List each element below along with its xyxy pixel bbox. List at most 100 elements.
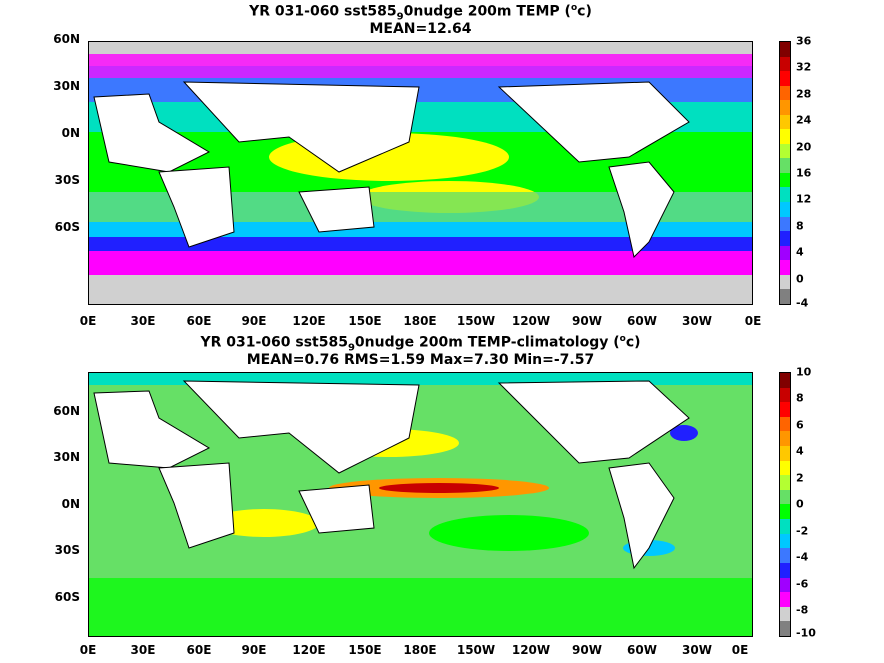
colorbar-swatch — [780, 475, 790, 490]
lon-label-bottom: 120W — [511, 643, 551, 657]
top-colorbar-label: 32 — [796, 60, 812, 74]
colorbar-swatch — [780, 431, 790, 447]
colorbar-swatch — [780, 245, 790, 261]
lon-label-top: 120W — [511, 314, 551, 328]
lon-label-bottom: 30E — [130, 643, 156, 657]
bottom-colorbar-label: -2 — [796, 524, 809, 538]
top-colorbar-label: 16 — [796, 166, 812, 180]
colorbar-swatch — [780, 504, 790, 520]
lon-label-top: 90E — [241, 314, 267, 328]
colorbar-swatch — [780, 577, 790, 593]
lat-label-0n-bottom: 0N — [61, 497, 80, 511]
colorbar-swatch — [780, 216, 790, 232]
lat-label-30n-bottom: 30N — [53, 450, 80, 464]
colorbar-swatch — [780, 621, 790, 636]
colorbar-swatch — [780, 548, 790, 563]
lon-label-top: 150W — [456, 314, 496, 328]
colorbar-swatch — [780, 387, 790, 403]
colorbar-swatch — [780, 172, 790, 188]
lon-label-top: 150E — [348, 314, 382, 328]
lon-label-top: 120E — [292, 314, 326, 328]
colorbar-swatch — [780, 416, 790, 432]
top-map-title: YR 031-060 sst58590nudge 200m TEMP (oc) — [249, 3, 592, 23]
lon-label-bottom: 90W — [572, 643, 602, 657]
lon-label-top: 90W — [572, 314, 602, 328]
colorbar-swatch — [780, 402, 790, 417]
colorbar-swatch — [780, 274, 790, 290]
colorbar-swatch — [780, 519, 790, 534]
bottom-anomaly-map — [88, 372, 753, 637]
bottom-colorbar-label: 10 — [796, 365, 812, 379]
lat-label-60n-top: 60N — [53, 32, 80, 46]
colorbar-swatch — [780, 373, 790, 388]
bottom-colorbar-label: 6 — [796, 418, 804, 432]
colorbar-swatch — [780, 446, 790, 461]
lon-label-top: 60W — [627, 314, 657, 328]
lat-label-60s-top: 60S — [54, 220, 80, 234]
lat-label-30s-bottom: 30S — [54, 543, 80, 557]
top-temperature-map — [88, 41, 753, 305]
colorbar-swatch — [780, 289, 790, 304]
top-colorbar — [779, 41, 791, 305]
lat-label-60s-bottom: 60S — [54, 590, 80, 604]
colorbar-swatch — [780, 562, 790, 578]
lon-label-top: 0E — [744, 314, 762, 328]
bottom-colorbar — [779, 372, 791, 637]
bottom-colorbar-label: -10 — [796, 626, 816, 640]
lon-label-bottom: 30W — [682, 643, 712, 657]
lat-label-60n-bottom: 60N — [53, 404, 80, 418]
lon-label-bottom: 0E — [79, 643, 97, 657]
colorbar-swatch — [780, 56, 790, 72]
lon-label-bottom: 180E — [403, 643, 437, 657]
colorbar-swatch — [780, 460, 790, 476]
lon-label-bottom: 90E — [241, 643, 267, 657]
top-colorbar-label: 20 — [796, 140, 812, 154]
colorbar-swatch — [780, 100, 790, 115]
colorbar-swatch — [780, 533, 790, 549]
bottom-map-stats: MEAN=0.76 RMS=1.59 Max=7.30 Min=-7.57 — [246, 352, 595, 368]
lon-label-bottom: 60W — [627, 643, 657, 657]
lon-label-top: 60E — [186, 314, 212, 328]
bottom-colorbar-label: -8 — [796, 603, 809, 617]
lat-label-0n-top: 0N — [61, 126, 80, 140]
colorbar-swatch — [780, 231, 790, 246]
colorbar-swatch — [780, 489, 790, 505]
top-colorbar-label: 24 — [796, 113, 812, 127]
colorbar-swatch — [780, 114, 790, 130]
colorbar-swatch — [780, 158, 790, 173]
colorbar-swatch — [780, 129, 790, 144]
lat-label-30s-top: 30S — [54, 173, 80, 187]
bottom-colorbar-label: 2 — [796, 471, 804, 485]
colorbar-swatch — [780, 202, 790, 217]
colorbar-swatch — [780, 42, 790, 57]
bottom-colorbar-label: -6 — [796, 577, 809, 591]
top-colorbar-label: 28 — [796, 87, 812, 101]
colorbar-swatch — [780, 187, 790, 203]
colorbar-swatch — [780, 592, 790, 607]
lon-label-bottom: 60E — [186, 643, 212, 657]
colorbar-swatch — [780, 85, 790, 101]
bottom-colorbar-label: 8 — [796, 391, 804, 405]
colorbar-swatch — [780, 260, 790, 275]
top-colorbar-label: 4 — [796, 245, 804, 259]
lon-label-top: 30W — [682, 314, 712, 328]
top-colorbar-label: 36 — [796, 34, 812, 48]
lon-label-bottom: 150E — [348, 643, 382, 657]
top-colorbar-label: -4 — [796, 296, 809, 310]
lat-label-30n-top: 30N — [53, 79, 80, 93]
top-colorbar-label: 8 — [796, 219, 804, 233]
top-colorbar-label: 0 — [796, 272, 804, 286]
lon-label-bottom: 0E — [731, 643, 749, 657]
lon-label-top: 180E — [403, 314, 437, 328]
colorbar-swatch — [780, 606, 790, 622]
top-colorbar-label: 12 — [796, 192, 812, 206]
lon-label-top: 0E — [79, 314, 97, 328]
lon-label-bottom: 150W — [456, 643, 496, 657]
top-map-mean: MEAN=12.64 — [369, 21, 472, 37]
lon-label-bottom: 120E — [292, 643, 326, 657]
colorbar-swatch — [780, 71, 790, 86]
lon-label-top: 30E — [130, 314, 156, 328]
colorbar-swatch — [780, 143, 790, 159]
bottom-map-title: YR 031-060 sst58590nudge 200m TEMP-clima… — [200, 334, 641, 354]
bottom-colorbar-label: 4 — [796, 444, 804, 458]
